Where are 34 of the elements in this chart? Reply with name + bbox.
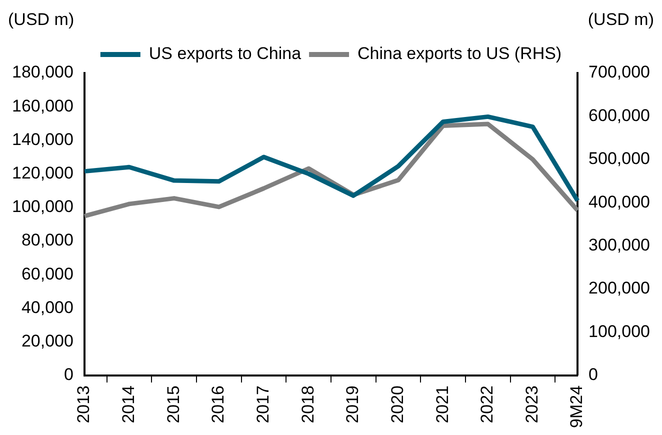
x-tick-label: 2017 bbox=[253, 385, 272, 424]
x-tick-label: 9M24 bbox=[567, 385, 586, 428]
y2-tick-label: 500,000 bbox=[588, 149, 650, 168]
y2-tick-label: 300,000 bbox=[588, 236, 650, 255]
x-tick-label: 2022 bbox=[478, 385, 497, 424]
y-tick-label: 120,000 bbox=[12, 164, 74, 183]
y2-tick-label: 0 bbox=[588, 365, 598, 384]
y2-axis-title: (USD m) bbox=[588, 10, 654, 30]
y-tick-label: 20,000 bbox=[21, 332, 74, 351]
y-tick-label: 0 bbox=[64, 365, 74, 384]
y-tick-label: 140,000 bbox=[12, 130, 74, 149]
y2-tick-label: 400,000 bbox=[588, 192, 650, 212]
legend-label: China exports to US (RHS) bbox=[358, 44, 562, 64]
y2-tick-label: 100,000 bbox=[588, 322, 650, 341]
y-tick-label: 100,000 bbox=[12, 197, 74, 216]
y-axis-title: (USD m) bbox=[8, 10, 74, 30]
y2-tick-label: 200,000 bbox=[588, 278, 650, 298]
x-tick-label: 2013 bbox=[74, 385, 94, 424]
x-tick-label: 2019 bbox=[343, 385, 362, 424]
y2-tick-label: 600,000 bbox=[588, 106, 650, 125]
y-tick-label: 180,000 bbox=[12, 62, 74, 82]
x-tick-label: 2023 bbox=[522, 385, 542, 424]
y-tick-label: 160,000 bbox=[12, 96, 74, 116]
x-tick-label: 2021 bbox=[432, 385, 452, 424]
y-tick-label: 80,000 bbox=[21, 230, 74, 250]
x-tick-label: 2020 bbox=[388, 385, 407, 424]
y-tick-label: 40,000 bbox=[21, 298, 74, 317]
x-tick-label: 2016 bbox=[208, 385, 228, 424]
x-tick-label: 2014 bbox=[118, 385, 138, 424]
legend-label: US exports to China bbox=[148, 44, 302, 64]
x-tick-label: 2018 bbox=[298, 385, 318, 424]
y-tick-label: 60,000 bbox=[21, 264, 74, 284]
x-tick-label: 2015 bbox=[164, 385, 183, 424]
y2-tick-label: 700,000 bbox=[588, 62, 650, 82]
